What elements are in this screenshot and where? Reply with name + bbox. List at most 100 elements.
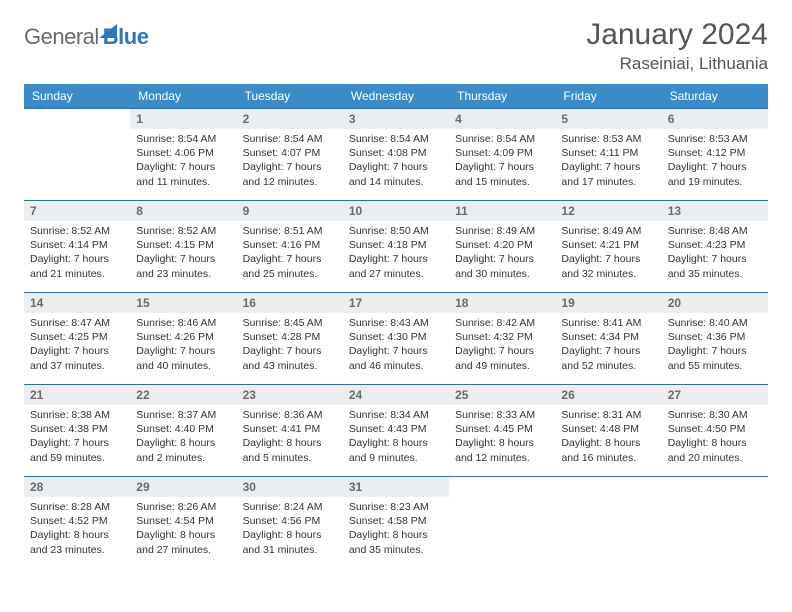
day-cell: 28Sunrise: 8:28 AMSunset: 4:52 PMDayligh…: [24, 477, 130, 569]
day-line-ss: Sunset: 4:21 PM: [561, 238, 655, 252]
day-number: 30: [237, 477, 343, 497]
day-number: 13: [662, 201, 768, 221]
month-title: January 2024: [586, 18, 768, 52]
day-line-ss: Sunset: 4:07 PM: [243, 146, 337, 160]
day-number: 1: [130, 109, 236, 129]
day-line-d2: and 14 minutes.: [349, 175, 443, 189]
day-number: 28: [24, 477, 130, 497]
day-line-d2: and 20 minutes.: [668, 451, 762, 465]
day-line-d2: and 15 minutes.: [455, 175, 549, 189]
day-body: Sunrise: 8:36 AMSunset: 4:41 PMDaylight:…: [237, 405, 343, 471]
day-body: Sunrise: 8:54 AMSunset: 4:08 PMDaylight:…: [343, 129, 449, 195]
day-body: Sunrise: 8:53 AMSunset: 4:11 PMDaylight:…: [555, 129, 661, 195]
day-cell: 13Sunrise: 8:48 AMSunset: 4:23 PMDayligh…: [662, 201, 768, 293]
day-line-d2: and 46 minutes.: [349, 359, 443, 373]
day-line-d2: and 2 minutes.: [136, 451, 230, 465]
week-row: 14Sunrise: 8:47 AMSunset: 4:25 PMDayligh…: [24, 293, 768, 385]
day-cell: 16Sunrise: 8:45 AMSunset: 4:28 PMDayligh…: [237, 293, 343, 385]
day-number: 31: [343, 477, 449, 497]
day-cell: 18Sunrise: 8:42 AMSunset: 4:32 PMDayligh…: [449, 293, 555, 385]
day-number: 16: [237, 293, 343, 313]
day-line-d2: and 27 minutes.: [136, 543, 230, 557]
day-line-sr: Sunrise: 8:54 AM: [243, 132, 337, 146]
day-body: Sunrise: 8:52 AMSunset: 4:14 PMDaylight:…: [24, 221, 130, 287]
day-line-sr: Sunrise: 8:37 AM: [136, 408, 230, 422]
day-number: 3: [343, 109, 449, 129]
day-number: 10: [343, 201, 449, 221]
calendar-body: 1Sunrise: 8:54 AMSunset: 4:06 PMDaylight…: [24, 109, 768, 569]
day-line-d1: Daylight: 8 hours: [668, 436, 762, 450]
day-line-d1: Daylight: 7 hours: [668, 160, 762, 174]
day-body: Sunrise: 8:28 AMSunset: 4:52 PMDaylight:…: [24, 497, 130, 563]
title-block: January 2024 Raseiniai, Lithuania: [586, 18, 768, 74]
day-number: 2: [237, 109, 343, 129]
calendar-page: General Blue January 2024 Raseiniai, Lit…: [0, 0, 792, 569]
day-line-ss: Sunset: 4:54 PM: [136, 514, 230, 528]
day-body: Sunrise: 8:49 AMSunset: 4:21 PMDaylight:…: [555, 221, 661, 287]
day-number: 25: [449, 385, 555, 405]
day-line-d2: and 49 minutes.: [455, 359, 549, 373]
day-number: 14: [24, 293, 130, 313]
day-cell: 3Sunrise: 8:54 AMSunset: 4:08 PMDaylight…: [343, 109, 449, 201]
day-line-d2: and 40 minutes.: [136, 359, 230, 373]
day-line-sr: Sunrise: 8:46 AM: [136, 316, 230, 330]
day-line-d2: and 25 minutes.: [243, 267, 337, 281]
day-cell: 11Sunrise: 8:49 AMSunset: 4:20 PMDayligh…: [449, 201, 555, 293]
day-cell: 17Sunrise: 8:43 AMSunset: 4:30 PMDayligh…: [343, 293, 449, 385]
day-line-d2: and 5 minutes.: [243, 451, 337, 465]
day-line-ss: Sunset: 4:32 PM: [455, 330, 549, 344]
day-body: Sunrise: 8:33 AMSunset: 4:45 PMDaylight:…: [449, 405, 555, 471]
day-line-sr: Sunrise: 8:24 AM: [243, 500, 337, 514]
day-cell: 7Sunrise: 8:52 AMSunset: 4:14 PMDaylight…: [24, 201, 130, 293]
day-body: Sunrise: 8:51 AMSunset: 4:16 PMDaylight:…: [237, 221, 343, 287]
day-cell: 1Sunrise: 8:54 AMSunset: 4:06 PMDaylight…: [130, 109, 236, 201]
day-cell: 4Sunrise: 8:54 AMSunset: 4:09 PMDaylight…: [449, 109, 555, 201]
day-line-d2: and 27 minutes.: [349, 267, 443, 281]
day-line-d2: and 11 minutes.: [136, 175, 230, 189]
day-number: 5: [555, 109, 661, 129]
day-line-ss: Sunset: 4:58 PM: [349, 514, 443, 528]
day-body: Sunrise: 8:31 AMSunset: 4:48 PMDaylight:…: [555, 405, 661, 471]
day-line-d1: Daylight: 8 hours: [243, 436, 337, 450]
day-cell: 6Sunrise: 8:53 AMSunset: 4:12 PMDaylight…: [662, 109, 768, 201]
day-body: Sunrise: 8:26 AMSunset: 4:54 PMDaylight:…: [130, 497, 236, 563]
day-line-sr: Sunrise: 8:42 AM: [455, 316, 549, 330]
day-line-d2: and 55 minutes.: [668, 359, 762, 373]
day-line-sr: Sunrise: 8:54 AM: [455, 132, 549, 146]
day-body: Sunrise: 8:37 AMSunset: 4:40 PMDaylight:…: [130, 405, 236, 471]
day-line-sr: Sunrise: 8:28 AM: [30, 500, 124, 514]
col-fri: Friday: [555, 84, 661, 109]
day-number: 7: [24, 201, 130, 221]
day-line-d1: Daylight: 8 hours: [349, 436, 443, 450]
day-body: Sunrise: 8:23 AMSunset: 4:58 PMDaylight:…: [343, 497, 449, 563]
day-line-d1: Daylight: 7 hours: [243, 160, 337, 174]
day-line-d1: Daylight: 7 hours: [349, 344, 443, 358]
day-line-d2: and 32 minutes.: [561, 267, 655, 281]
day-line-d2: and 9 minutes.: [349, 451, 443, 465]
day-line-d2: and 21 minutes.: [30, 267, 124, 281]
day-line-d1: Daylight: 8 hours: [349, 528, 443, 542]
day-line-d1: Daylight: 7 hours: [136, 160, 230, 174]
week-row: 21Sunrise: 8:38 AMSunset: 4:38 PMDayligh…: [24, 385, 768, 477]
day-line-sr: Sunrise: 8:54 AM: [136, 132, 230, 146]
day-number: 27: [662, 385, 768, 405]
day-body: Sunrise: 8:54 AMSunset: 4:07 PMDaylight:…: [237, 129, 343, 195]
day-line-d2: and 23 minutes.: [30, 543, 124, 557]
day-line-ss: Sunset: 4:16 PM: [243, 238, 337, 252]
day-line-sr: Sunrise: 8:47 AM: [30, 316, 124, 330]
day-line-d1: Daylight: 8 hours: [136, 528, 230, 542]
day-line-d1: Daylight: 7 hours: [668, 252, 762, 266]
day-line-ss: Sunset: 4:41 PM: [243, 422, 337, 436]
weekday-header-row: Sunday Monday Tuesday Wednesday Thursday…: [24, 84, 768, 109]
day-cell: 21Sunrise: 8:38 AMSunset: 4:38 PMDayligh…: [24, 385, 130, 477]
day-cell: [449, 477, 555, 569]
week-row: 28Sunrise: 8:28 AMSunset: 4:52 PMDayligh…: [24, 477, 768, 569]
day-cell: 26Sunrise: 8:31 AMSunset: 4:48 PMDayligh…: [555, 385, 661, 477]
day-line-d1: Daylight: 7 hours: [136, 252, 230, 266]
day-line-ss: Sunset: 4:40 PM: [136, 422, 230, 436]
day-number: 19: [555, 293, 661, 313]
day-cell: 30Sunrise: 8:24 AMSunset: 4:56 PMDayligh…: [237, 477, 343, 569]
day-line-sr: Sunrise: 8:53 AM: [668, 132, 762, 146]
day-body: Sunrise: 8:30 AMSunset: 4:50 PMDaylight:…: [662, 405, 768, 471]
day-number: 11: [449, 201, 555, 221]
